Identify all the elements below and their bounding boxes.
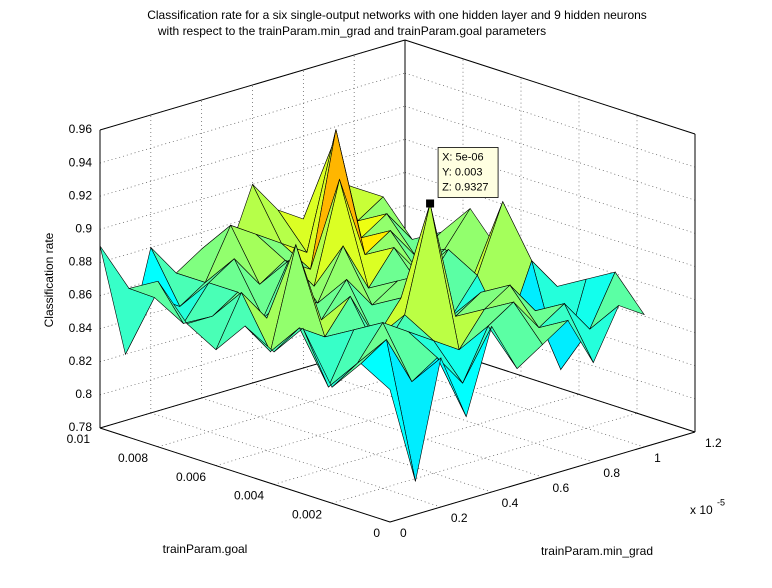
x-tick-label: 0.2 — [451, 511, 468, 525]
chart-title: with respect to the trainParam.min_grad … — [157, 24, 546, 38]
axis-box — [389, 431, 696, 523]
z-tick-label: 0.78 — [69, 420, 93, 434]
x-tick-label: 1.2 — [705, 436, 722, 450]
z-tick-label: 0.86 — [69, 288, 93, 302]
y-tick-label: 0.002 — [292, 507, 322, 521]
datatip-marker — [426, 199, 435, 208]
grid-line — [303, 367, 594, 463]
datatip-text: Z: 0.9327 — [442, 181, 488, 193]
grid-line — [404, 105, 696, 201]
grid-line — [404, 72, 696, 168]
grid-line — [354, 352, 645, 448]
z-tick-label: 0.8 — [75, 387, 92, 401]
grid-line — [252, 382, 543, 478]
surface-face — [360, 338, 416, 482]
z-tick-label: 0.84 — [69, 321, 93, 335]
grid-line — [404, 304, 696, 400]
y-tick-label: 0.004 — [234, 489, 264, 503]
x-axis-label: trainParam.min_grad — [541, 544, 653, 558]
chart-title: Classification rate for a six single-out… — [147, 8, 647, 22]
z-tick-label: 0.96 — [69, 122, 93, 136]
datatip-box — [437, 147, 499, 198]
x-multiplier-exponent: -5 — [717, 497, 725, 507]
x-multiplier: x 10 — [690, 503, 713, 517]
z-axis-label: Classification rate — [42, 232, 56, 327]
y-tick-label: 0.006 — [176, 470, 206, 484]
z-tick-label: 0.88 — [69, 255, 93, 269]
grid-line — [150, 412, 441, 508]
axis-box — [99, 427, 391, 523]
y-tick-label: 0 — [373, 526, 380, 540]
grid-line — [404, 139, 696, 234]
grid-line — [201, 397, 492, 493]
z-tick-label: 0.82 — [69, 354, 93, 368]
axis-box — [404, 39, 696, 135]
datatip-text: Y: 0.003 — [442, 166, 482, 178]
z-tick-label: 0.94 — [69, 155, 93, 169]
z-tick-label: 0.92 — [69, 188, 93, 202]
grid-line — [404, 172, 696, 267]
x-tick-label: 1 — [654, 451, 661, 465]
axis-box — [99, 39, 406, 131]
x-tick-label: 0.4 — [502, 496, 519, 510]
grid-line — [404, 205, 696, 300]
datatip-text: X: 5e-06 — [442, 151, 484, 163]
z-tick-label: 0.9 — [75, 222, 92, 236]
y-tick-label: 0.008 — [118, 451, 148, 465]
y-tick-label: 0.01 — [67, 432, 91, 446]
x-tick-label: 0.8 — [603, 466, 620, 480]
x-tick-label: 0.6 — [553, 481, 570, 495]
x-tick-label: 0 — [400, 526, 407, 540]
y-axis-label: trainParam.goal — [163, 542, 248, 556]
